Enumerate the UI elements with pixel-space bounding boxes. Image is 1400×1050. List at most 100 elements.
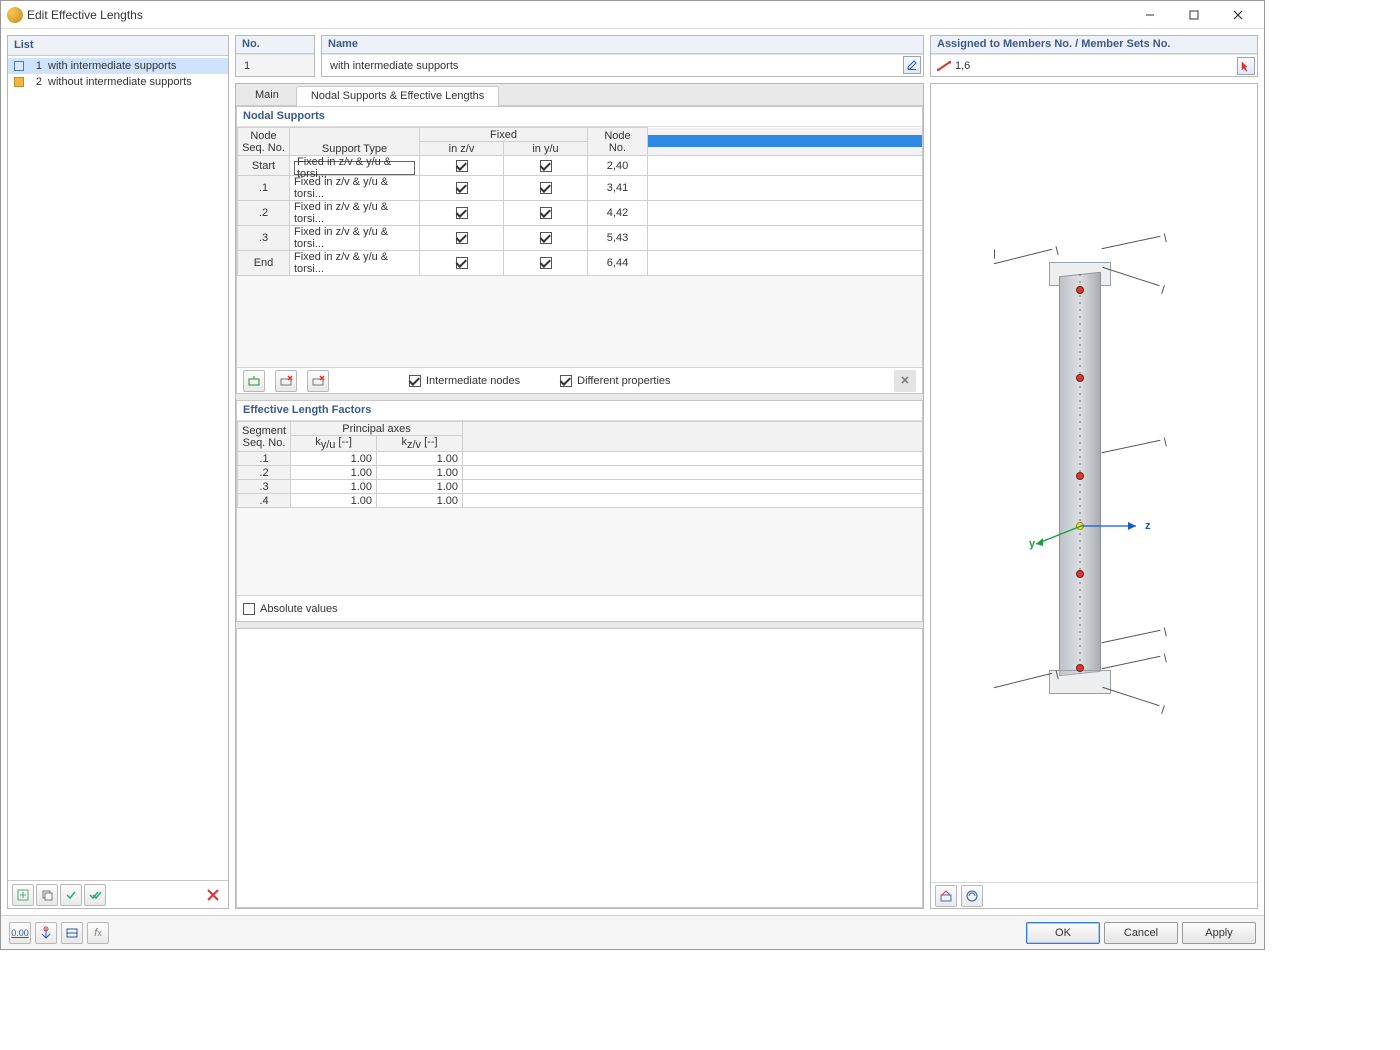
assigned-field-box: Assigned to Members No. / Member Sets No…: [930, 35, 1258, 77]
table-row[interactable]: .2 Fixed in z/v & y/u & torsi... 4,42: [238, 201, 923, 226]
col-seq-no: Node Seq. No.: [238, 128, 290, 156]
support-arm: [1102, 687, 1159, 706]
axis-z-label: z: [1145, 520, 1151, 532]
cell-node-no[interactable]: 4,42: [588, 201, 648, 226]
cell-yu[interactable]: [504, 226, 588, 251]
delete-item-button[interactable]: [202, 884, 224, 906]
maximize-button[interactable]: [1172, 1, 1216, 29]
preview-toolbar: [931, 882, 1257, 908]
cell-node-no[interactable]: 5,43: [588, 226, 648, 251]
cell-spare: [648, 251, 923, 276]
table-row[interactable]: .1 Fixed in z/v & y/u & torsi... 3,41: [238, 176, 923, 201]
titlebar: Edit Effective Lengths: [1, 1, 1264, 29]
minimize-button[interactable]: [1128, 1, 1172, 29]
footer-tool-3-button[interactable]: [61, 922, 83, 944]
row-seq: .4: [238, 494, 291, 508]
row-seq: .3: [238, 480, 291, 494]
cell-support-type[interactable]: Fixed in z/v & y/u & torsi...: [290, 201, 420, 226]
cell-zv[interactable]: [420, 226, 504, 251]
cell-support-type[interactable]: Fixed in z/v & y/u & torsi...: [290, 226, 420, 251]
copy-item-button[interactable]: [36, 884, 58, 906]
table-row[interactable]: End Fixed in z/v & y/u & torsi... 6,44: [238, 251, 923, 276]
factors-footer: Absolute values: [237, 595, 922, 621]
cell-spare: [648, 176, 923, 201]
checkbox-icon: [560, 375, 572, 387]
support-arm: [994, 673, 1052, 688]
cell-support-type[interactable]: Fixed in z/v & y/u & torsi...: [290, 251, 420, 276]
preview-canvas[interactable]: y z: [931, 84, 1257, 882]
cell-node-no[interactable]: 3,41: [588, 176, 648, 201]
remove-support-2-button[interactable]: [307, 370, 329, 392]
cell-yu[interactable]: [504, 176, 588, 201]
add-support-button[interactable]: [243, 370, 265, 392]
col-fixed: Fixed: [420, 128, 588, 142]
number-field-box: No. 1: [235, 35, 315, 77]
list-item[interactable]: 1with intermediate supports: [8, 58, 228, 74]
col-in-yu: in y/u: [504, 142, 588, 156]
col-node-no: Node No.: [588, 128, 648, 156]
cell-node-no[interactable]: 6,44: [588, 251, 648, 276]
absolute-values-checkbox[interactable]: Absolute values: [243, 603, 338, 615]
name-input[interactable]: with intermediate supports: [330, 60, 915, 72]
list-item-label: without intermediate supports: [48, 76, 192, 88]
cell-zv[interactable]: [420, 156, 504, 176]
check-1-button[interactable]: [60, 884, 82, 906]
assigned-value[interactable]: 1,6: [951, 60, 970, 72]
list-item[interactable]: 2without intermediate supports: [8, 74, 228, 90]
tab-main[interactable]: Main: [240, 85, 294, 105]
footer-tool-2-button[interactable]: [35, 922, 57, 944]
support-arm: [994, 249, 1052, 264]
cell-kzv[interactable]: 1.00: [377, 494, 463, 508]
cell-kyu[interactable]: 1.00: [291, 452, 377, 466]
ok-button[interactable]: OK: [1026, 922, 1100, 944]
number-label: No.: [236, 36, 314, 54]
dialog-footer: 0.00 fx OK Cancel Apply: [1, 915, 1264, 949]
col-blue-bar: [648, 128, 923, 156]
preview-tool-2-button[interactable]: [961, 885, 983, 907]
list-toolbar: [8, 880, 228, 908]
cell-support-type[interactable]: Fixed in z/v & y/u & torsi...: [290, 156, 420, 176]
close-button[interactable]: [1216, 1, 1260, 29]
list-item-num: 1: [30, 60, 42, 72]
new-item-button[interactable]: [12, 884, 34, 906]
clear-supports-button[interactable]: ✕: [894, 370, 916, 392]
table-row[interactable]: .2 1.00 1.00: [238, 466, 923, 480]
cell-node-no[interactable]: 2,40: [588, 156, 648, 176]
cell-yu[interactable]: [504, 201, 588, 226]
cell-kzv[interactable]: 1.00: [377, 452, 463, 466]
different-properties-checkbox[interactable]: Different properties: [560, 375, 670, 387]
table-row[interactable]: .3 1.00 1.00: [238, 480, 923, 494]
remove-support-1-button[interactable]: [275, 370, 297, 392]
cancel-button[interactable]: Cancel: [1104, 922, 1178, 944]
col-segment-seq: Segment Seq. No.: [238, 422, 291, 452]
footer-tool-units-button[interactable]: 0.00: [9, 922, 31, 944]
col-kyu: ky/u [--]: [291, 436, 377, 452]
footer-tool-fx-button[interactable]: fx: [87, 922, 109, 944]
nodal-supports-table[interactable]: Node Seq. No. Support Type Fixed Node No…: [237, 127, 922, 276]
different-properties-label: Different properties: [577, 375, 670, 387]
tabs-container: Main Nodal Supports & Effective Lengths …: [235, 83, 924, 909]
cell-kzv[interactable]: 1.00: [377, 466, 463, 480]
cell-zv[interactable]: [420, 176, 504, 201]
cell-zv[interactable]: [420, 201, 504, 226]
cell-kzv[interactable]: 1.00: [377, 480, 463, 494]
cell-zv[interactable]: [420, 251, 504, 276]
name-edit-button[interactable]: [903, 56, 921, 74]
preview-tool-1-button[interactable]: [935, 885, 957, 907]
check-2-button[interactable]: [84, 884, 106, 906]
cell-kyu[interactable]: 1.00: [291, 466, 377, 480]
assigned-pick-button[interactable]: [1237, 57, 1255, 75]
table-row[interactable]: .4 1.00 1.00: [238, 494, 923, 508]
apply-button[interactable]: Apply: [1182, 922, 1256, 944]
col-kzv: kz/v [--]: [377, 436, 463, 452]
cell-yu[interactable]: [504, 156, 588, 176]
intermediate-nodes-checkbox[interactable]: Intermediate nodes: [409, 375, 520, 387]
table-row[interactable]: .1 1.00 1.00: [238, 452, 923, 466]
factors-table[interactable]: Segment Seq. No. Principal axes ky/u [--…: [237, 421, 922, 508]
cell-kyu[interactable]: 1.00: [291, 494, 377, 508]
table-row[interactable]: Start Fixed in z/v & y/u & torsi... 2,40: [238, 156, 923, 176]
cell-yu[interactable]: [504, 251, 588, 276]
table-row[interactable]: .3 Fixed in z/v & y/u & torsi... 5,43: [238, 226, 923, 251]
cell-kyu[interactable]: 1.00: [291, 480, 377, 494]
tab-nodal-supports[interactable]: Nodal Supports & Effective Lengths: [296, 86, 499, 106]
